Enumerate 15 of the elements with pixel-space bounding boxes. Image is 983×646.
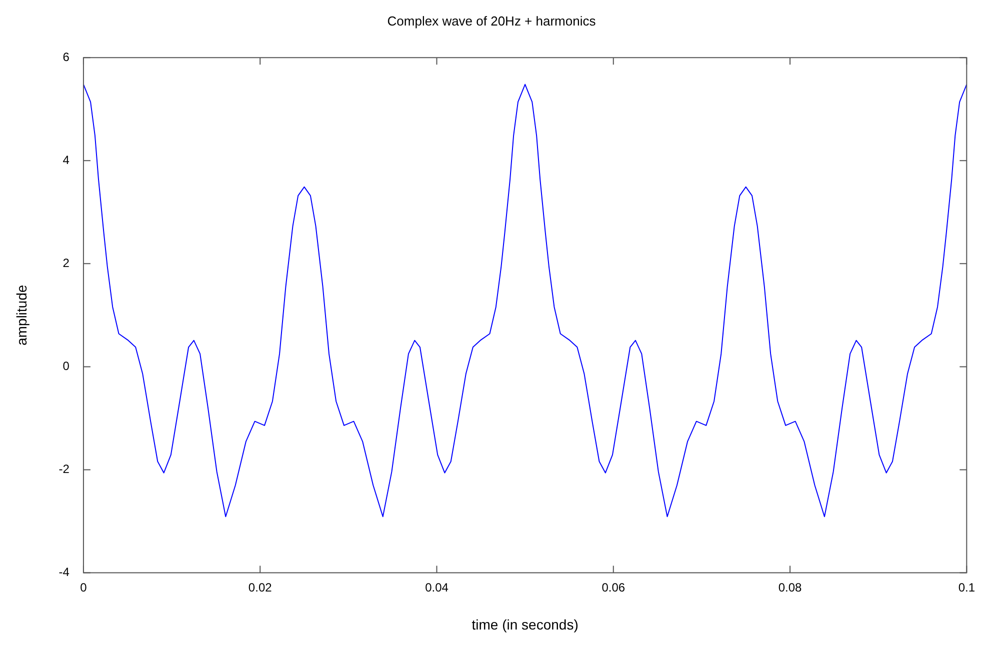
y-axis-title: amplitude (13, 284, 30, 346)
x-tick-label: 0.02 (248, 580, 272, 594)
y-tick-label: -4 (58, 565, 70, 580)
y-tick-label: 4 (62, 152, 70, 167)
y-tick-label: -2 (58, 462, 70, 476)
x-tick-label: 0 (80, 580, 88, 594)
y-tick-label: 2 (62, 256, 70, 270)
y-tick-label: 0 (62, 359, 70, 374)
x-tick-label: 0.1 (958, 580, 976, 594)
x-axis-title: time (in seconds) (472, 616, 578, 632)
x-tick-label: 0.06 (602, 580, 626, 594)
x-tick-label: 0.04 (425, 580, 449, 594)
y-tick-label: 6 (62, 50, 70, 64)
x-tick-label: 0.08 (778, 580, 802, 594)
chart-title: Complex wave of 20Hz + harmonics (387, 13, 596, 28)
